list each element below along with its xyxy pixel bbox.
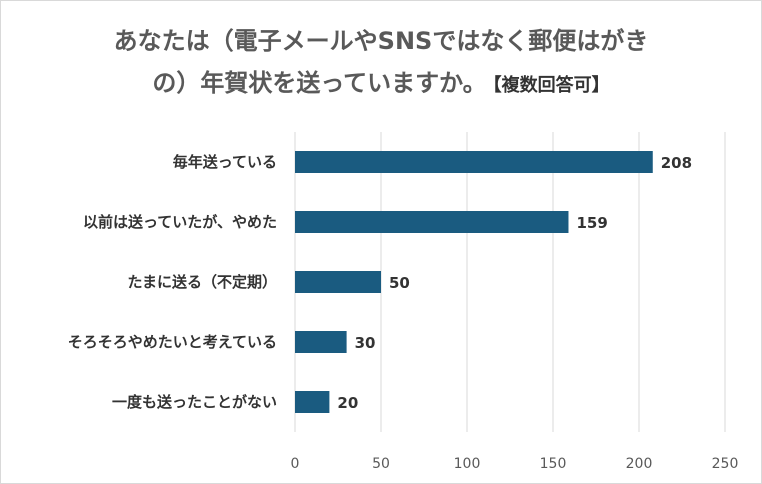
chart-title-line-1: あなたは（電子メールやSNSではなく郵便はがき	[113, 27, 649, 55]
x-tick-label-0: 0	[291, 456, 300, 472]
x-tick-label-1: 50	[372, 456, 390, 472]
bar-1	[295, 211, 569, 233]
bar-4	[295, 391, 330, 413]
category-label-1: 以前は送っていたが、やめた	[83, 213, 277, 231]
chart-title: あなたは（電子メールやSNSではなく郵便はがき の）年賀状を送っていますか。 【複…	[0, 20, 762, 107]
data-label-1: 159	[576, 214, 607, 232]
data-label-4: 20	[337, 394, 358, 412]
category-label-2: たまに送る（不定期）	[127, 273, 277, 291]
data-label-0: 208	[661, 154, 692, 172]
chart-title-line-2-text: の）年賀状を送っていますか。	[152, 69, 487, 97]
x-tick-labels: 0 50 100 150 200 250	[291, 456, 739, 472]
data-labels: 208 159 50 30 20	[337, 154, 692, 412]
category-label-4: 一度も送ったことがない	[112, 393, 277, 411]
x-tick-label-2: 100	[454, 456, 481, 472]
x-tick-label-4: 200	[626, 456, 653, 472]
bar-0	[295, 151, 653, 173]
x-tick-label-5: 250	[712, 456, 739, 472]
data-label-2: 50	[389, 274, 410, 292]
x-tick-label-3: 150	[540, 456, 567, 472]
bar-2	[295, 271, 381, 293]
category-label-3: そろそろやめたいと考えている	[68, 333, 277, 351]
bar-3	[295, 331, 347, 353]
bars	[295, 151, 653, 413]
category-label-0: 毎年送っている	[173, 153, 277, 171]
chart-title-line-2: の）年賀状を送っていますか。 【複数回答可】	[0, 62, 762, 107]
data-label-3: 30	[355, 334, 376, 352]
chart-title-note: 【複数回答可】	[492, 75, 610, 96]
